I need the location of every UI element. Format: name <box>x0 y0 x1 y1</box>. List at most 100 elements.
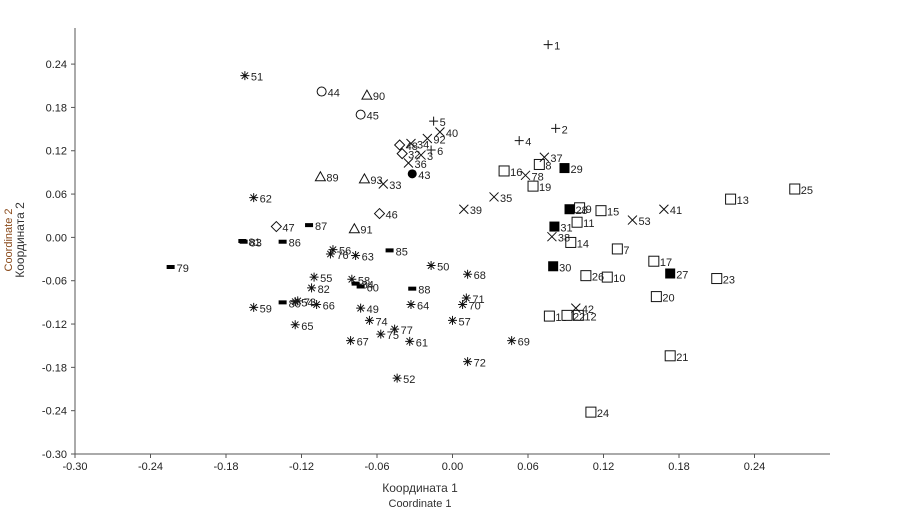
point-label: 68 <box>474 270 486 282</box>
data-point: 45 <box>355 109 379 123</box>
asterisk-marker <box>325 249 335 259</box>
x-marker <box>458 204 469 215</box>
x-tick-label: -0.12 <box>289 461 314 473</box>
data-point: 41 <box>659 204 682 217</box>
point-label: 74 <box>375 316 387 328</box>
point-label: 2 <box>562 124 568 136</box>
point-label: 91 <box>360 225 372 237</box>
point-label: 1 <box>554 41 560 53</box>
x-tick-label: 0.06 <box>517 461 538 473</box>
asterisk-marker <box>351 250 361 260</box>
point-label: 78 <box>531 171 543 183</box>
point-label: 31 <box>560 223 572 235</box>
y-tick-label: 0.18 <box>46 102 67 114</box>
data-point: 50 <box>426 261 449 274</box>
square-marker <box>725 193 737 205</box>
data-point: 47 <box>270 220 295 235</box>
point-label: 25 <box>801 185 813 197</box>
point-label: 40 <box>446 128 458 140</box>
asterisk-marker <box>307 283 317 293</box>
point-label: 5 <box>440 117 446 129</box>
data-point: 63 <box>351 250 374 263</box>
x-marker <box>547 231 557 242</box>
data-point: 7 <box>611 243 629 257</box>
x-tick-label: 0.24 <box>744 461 765 473</box>
data-point: 71 <box>461 293 485 306</box>
point-label: 62 <box>260 194 272 206</box>
data-point: 58 <box>347 274 370 287</box>
asterisk-marker <box>312 300 322 310</box>
data-point: 51 <box>240 71 263 84</box>
data-point: 74 <box>364 315 388 328</box>
data-point: 25 <box>789 183 813 197</box>
data-point: 32 <box>396 147 420 162</box>
data-point: 69 <box>507 336 530 349</box>
point-label: 53 <box>638 216 650 228</box>
asterisk-marker <box>463 357 473 367</box>
data-point: 65 <box>290 320 313 333</box>
plus-marker <box>551 123 561 133</box>
data-point: 26 <box>580 270 604 284</box>
point-label: 65 <box>301 321 313 333</box>
data-point: 82 <box>307 283 330 296</box>
data-point: 33 <box>378 179 402 192</box>
point-label: 24 <box>597 408 609 420</box>
x-tick-label: -0.30 <box>62 461 87 473</box>
data-point: 29 <box>559 163 583 176</box>
data-point: 54 <box>290 297 313 310</box>
y-tick-label: 0.00 <box>46 232 67 244</box>
data-point: 64 <box>406 300 429 313</box>
data-point: 80 <box>278 298 301 310</box>
asterisk-marker <box>376 329 386 339</box>
x-marker <box>570 303 581 314</box>
data-point: 57 <box>448 315 471 328</box>
point-label: 29 <box>570 164 582 176</box>
data-point: 87 <box>305 221 327 233</box>
point-label: 60 <box>367 282 379 294</box>
data-point: 59 <box>249 302 272 315</box>
x-marker <box>416 150 426 160</box>
data-point: 42 <box>570 303 594 316</box>
x-marker <box>489 192 499 202</box>
bar-marker <box>239 239 248 244</box>
data-point: 2 <box>551 123 568 136</box>
asterisk-marker <box>249 302 259 312</box>
x-marker <box>435 127 445 137</box>
point-label: 89 <box>326 173 338 185</box>
square-marker <box>595 205 607 217</box>
data-point: 83 <box>239 238 262 250</box>
asterisk-marker <box>249 193 259 203</box>
asterisk-marker <box>293 296 303 306</box>
asterisk-marker <box>290 320 300 330</box>
data-point: 39 <box>458 204 482 217</box>
point-label: 20 <box>662 293 674 305</box>
data-point: 28 <box>564 204 588 217</box>
point-label: 71 <box>472 294 484 306</box>
point-label: 82 <box>318 284 330 296</box>
asterisk-marker <box>364 315 374 325</box>
asterisk-marker <box>426 261 436 271</box>
data-point: 8 <box>533 158 551 172</box>
data-point: 67 <box>346 336 369 349</box>
asterisk-marker <box>463 269 473 279</box>
data-point: 89 <box>314 170 339 185</box>
point-label: 61 <box>416 337 428 349</box>
data-point: 19 <box>527 180 551 194</box>
point-label: 34 <box>417 140 429 152</box>
y-tick-label: -0.18 <box>42 362 67 374</box>
filled-square-marker <box>564 204 575 215</box>
x-marker <box>539 152 550 163</box>
square-marker <box>601 271 613 283</box>
data-point: 13 <box>725 193 749 207</box>
point-label: 35 <box>500 193 512 205</box>
data-point: 21 <box>664 350 688 364</box>
point-label: 9 <box>586 204 592 216</box>
square-marker <box>648 255 660 267</box>
data-point: 92 <box>422 133 446 146</box>
triangle-marker <box>358 172 371 184</box>
asterisk-marker <box>240 71 250 81</box>
data-point: 78 <box>520 170 544 183</box>
point-label: 8 <box>545 160 551 172</box>
data-point: 72 <box>463 357 486 370</box>
point-label: 47 <box>282 223 294 235</box>
